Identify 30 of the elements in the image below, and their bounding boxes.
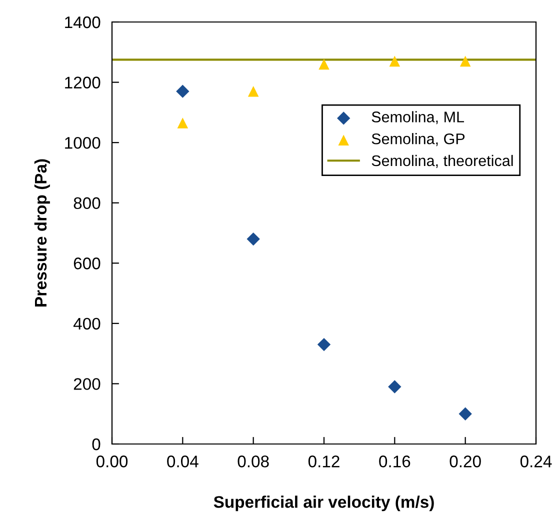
x-axis-title: Superficial air velocity (m/s) [214,496,434,512]
point [389,56,400,67]
y-tick-label: 800 [74,197,100,210]
y-axis-title: Pressure drop (Pa) [34,159,50,306]
y-tick-label: 200 [74,378,100,390]
point [248,86,259,97]
point [176,84,190,98]
point [246,232,260,246]
point [388,380,402,394]
point [317,338,331,352]
x-tick-label: 0.04 [167,456,198,468]
point [458,407,472,420]
x-tick-label: 0.24 [520,456,552,468]
y-tick-label: 600 [74,258,100,270]
y-tick-label: 1000 [65,136,100,149]
y-tick-label: 1400 [65,16,100,28]
y-tick-label: 0 [92,438,100,450]
x-tick-label: 0.08 [238,456,269,468]
x-tick-label: 0.12 [308,456,340,468]
y-tick-label: 400 [73,318,100,330]
y-tick-label: 1200 [65,76,100,88]
point [177,118,188,128]
x-tick-label: 0.20 [450,456,481,468]
legend-label: Semolina, ML [372,111,464,124]
point [460,56,471,67]
point [318,58,330,70]
x-tick-label: 0.00 [96,456,128,468]
legend-label: Semolina, GP [372,133,465,146]
x-tick-label: 0.16 [379,456,410,468]
legend-label: Semolina, theoretical [372,154,513,168]
